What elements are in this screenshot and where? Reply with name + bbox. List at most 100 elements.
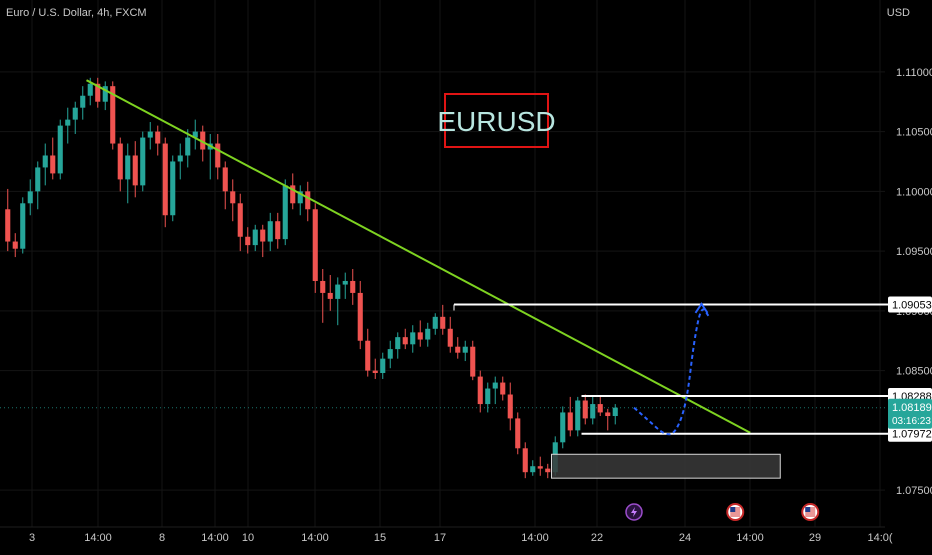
candle-body — [162, 143, 168, 216]
candle-body — [305, 191, 311, 210]
candle-body — [42, 155, 48, 168]
x-tick-label: 14:00 — [736, 532, 764, 544]
candle-body — [515, 418, 521, 449]
candle-body — [125, 155, 131, 180]
candle-body — [297, 191, 303, 204]
y-tick-label: 1.08500 — [896, 366, 932, 378]
candle-body — [260, 229, 266, 242]
currency-label: USD — [886, 7, 910, 19]
y-tick-label: 1.09500 — [896, 246, 932, 258]
candle-body — [350, 280, 356, 293]
current-price-value: 1.08189 — [892, 402, 932, 414]
candle-body — [372, 370, 378, 373]
candle-body — [365, 340, 371, 371]
candle-body — [582, 400, 588, 419]
candle-body — [395, 337, 401, 350]
x-tick-label: 15 — [374, 532, 386, 544]
x-tick-label: 22 — [591, 532, 603, 544]
trendline[interactable] — [86, 79, 751, 434]
candle-body — [485, 388, 491, 405]
candle-body — [72, 107, 78, 120]
candle-body — [425, 328, 431, 340]
price-label-support: 1.07972 — [892, 429, 932, 441]
candle-body — [147, 131, 153, 138]
candle-body — [57, 125, 63, 174]
x-tick-label: 14:00 — [301, 532, 329, 544]
candle-body — [252, 229, 258, 246]
demand-zone-box[interactable] — [551, 453, 781, 479]
symbol-title: Euro / U.S. Dollar, 4h, FXCM — [6, 7, 147, 19]
candle-body — [95, 83, 101, 102]
bar-countdown: 03:16:23 — [892, 416, 931, 427]
candle-body — [155, 131, 161, 144]
candle-body — [357, 292, 363, 341]
candle-body — [432, 316, 438, 329]
candle-body — [237, 203, 243, 237]
flag-canton — [805, 507, 811, 512]
candle-body — [110, 86, 116, 144]
candle-body — [132, 155, 138, 186]
y-tick-label: 1.11000 — [896, 67, 932, 79]
candle-body — [320, 280, 326, 293]
x-tick-label: 24 — [679, 532, 691, 544]
candle-body — [410, 332, 416, 345]
candle-body — [575, 400, 581, 431]
x-tick-label: 17 — [434, 532, 446, 544]
candle-body — [312, 209, 318, 281]
candle-body — [462, 346, 468, 353]
x-tick-label: 29 — [809, 532, 821, 544]
candle-body — [327, 292, 333, 299]
candle-body — [470, 346, 476, 377]
candle-body — [50, 155, 56, 174]
price-label-box — [888, 296, 932, 313]
candle-body — [477, 376, 483, 405]
x-tick-label: 3 — [29, 532, 35, 544]
candle-body — [245, 236, 251, 246]
x-tick-label: 14:00 — [84, 532, 112, 544]
candle-body — [530, 466, 536, 473]
current-price-box — [888, 398, 932, 429]
candle-body — [500, 382, 506, 395]
candle-body — [230, 191, 236, 204]
candle-body — [455, 346, 461, 353]
candle-body — [387, 349, 393, 359]
candle-body — [335, 284, 341, 299]
candle-body — [170, 161, 176, 216]
candle-body — [612, 407, 618, 417]
x-tick-label: 14:00 — [201, 532, 229, 544]
candle-body — [65, 119, 71, 126]
candle-body — [222, 167, 228, 192]
candle-body — [5, 209, 11, 242]
symbol-badge-text: EURUSD — [437, 106, 555, 137]
candle-body — [507, 394, 513, 419]
candle-body — [447, 328, 453, 347]
lightning-glyph — [631, 507, 637, 517]
candle-body — [492, 382, 498, 389]
y-tick-label: 1.10000 — [896, 186, 932, 198]
candle-body — [35, 167, 41, 192]
candle-body — [102, 86, 108, 102]
candle-body — [282, 185, 288, 240]
flag-canton — [730, 507, 736, 512]
candle-body — [290, 185, 296, 204]
candle-body — [417, 332, 423, 340]
candle-body — [537, 466, 543, 469]
projection-arrowhead — [694, 302, 709, 314]
candle-body — [567, 412, 573, 431]
candle-body — [177, 155, 183, 162]
candle-body — [200, 131, 206, 150]
x-tick-label: 10 — [242, 532, 254, 544]
candle-body — [215, 143, 221, 168]
x-tick-label: 14:00 — [521, 532, 549, 544]
projection-path[interactable] — [633, 308, 710, 436]
candle-body — [20, 203, 26, 249]
candle-body — [275, 221, 281, 240]
candle-body — [597, 404, 603, 413]
candle-body — [27, 191, 33, 204]
y-tick-label: 1.07500 — [896, 485, 932, 497]
price-label-resistance-high: 1.09053 — [892, 300, 932, 312]
candle-body — [80, 95, 86, 108]
price-label-box — [888, 425, 932, 442]
